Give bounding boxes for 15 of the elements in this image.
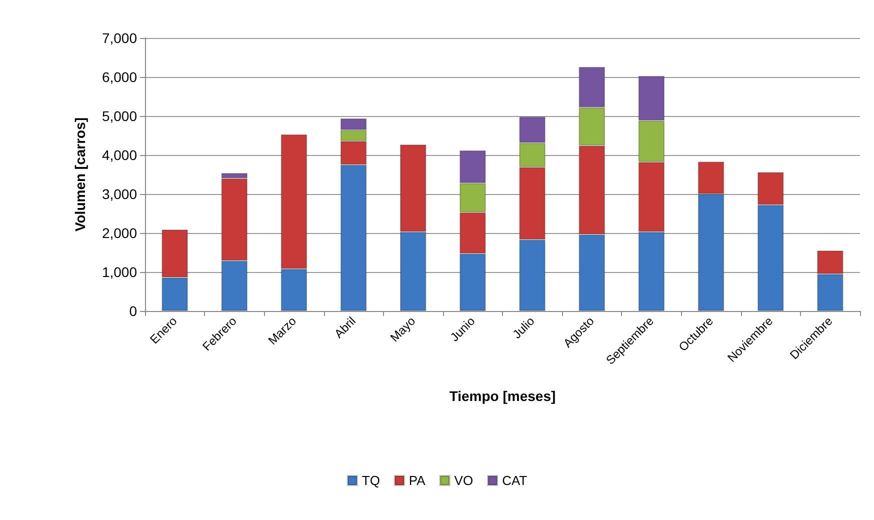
y-tick-label: 1,000 (102, 264, 138, 280)
y-axis-title: Volumen [carros] (72, 117, 88, 232)
y-tick-label: 0 (129, 303, 138, 319)
legend-label: VO (454, 473, 474, 488)
y-tick-label: 2,000 (102, 225, 138, 241)
y-tick-label: 5,000 (102, 108, 138, 124)
y-tick-label: 7,000 (102, 30, 138, 46)
x-axis-title: Tiempo [meses] (449, 388, 556, 404)
legend-label: TQ (362, 473, 380, 488)
y-tick-label: 6,000 (102, 69, 138, 85)
y-tick-label: 3,000 (102, 186, 138, 202)
x-tick-label: Julio (510, 314, 538, 342)
y-tick-label: 4,000 (102, 147, 138, 163)
legend-label: PA (408, 473, 426, 488)
legend-label: CAT (502, 473, 528, 488)
